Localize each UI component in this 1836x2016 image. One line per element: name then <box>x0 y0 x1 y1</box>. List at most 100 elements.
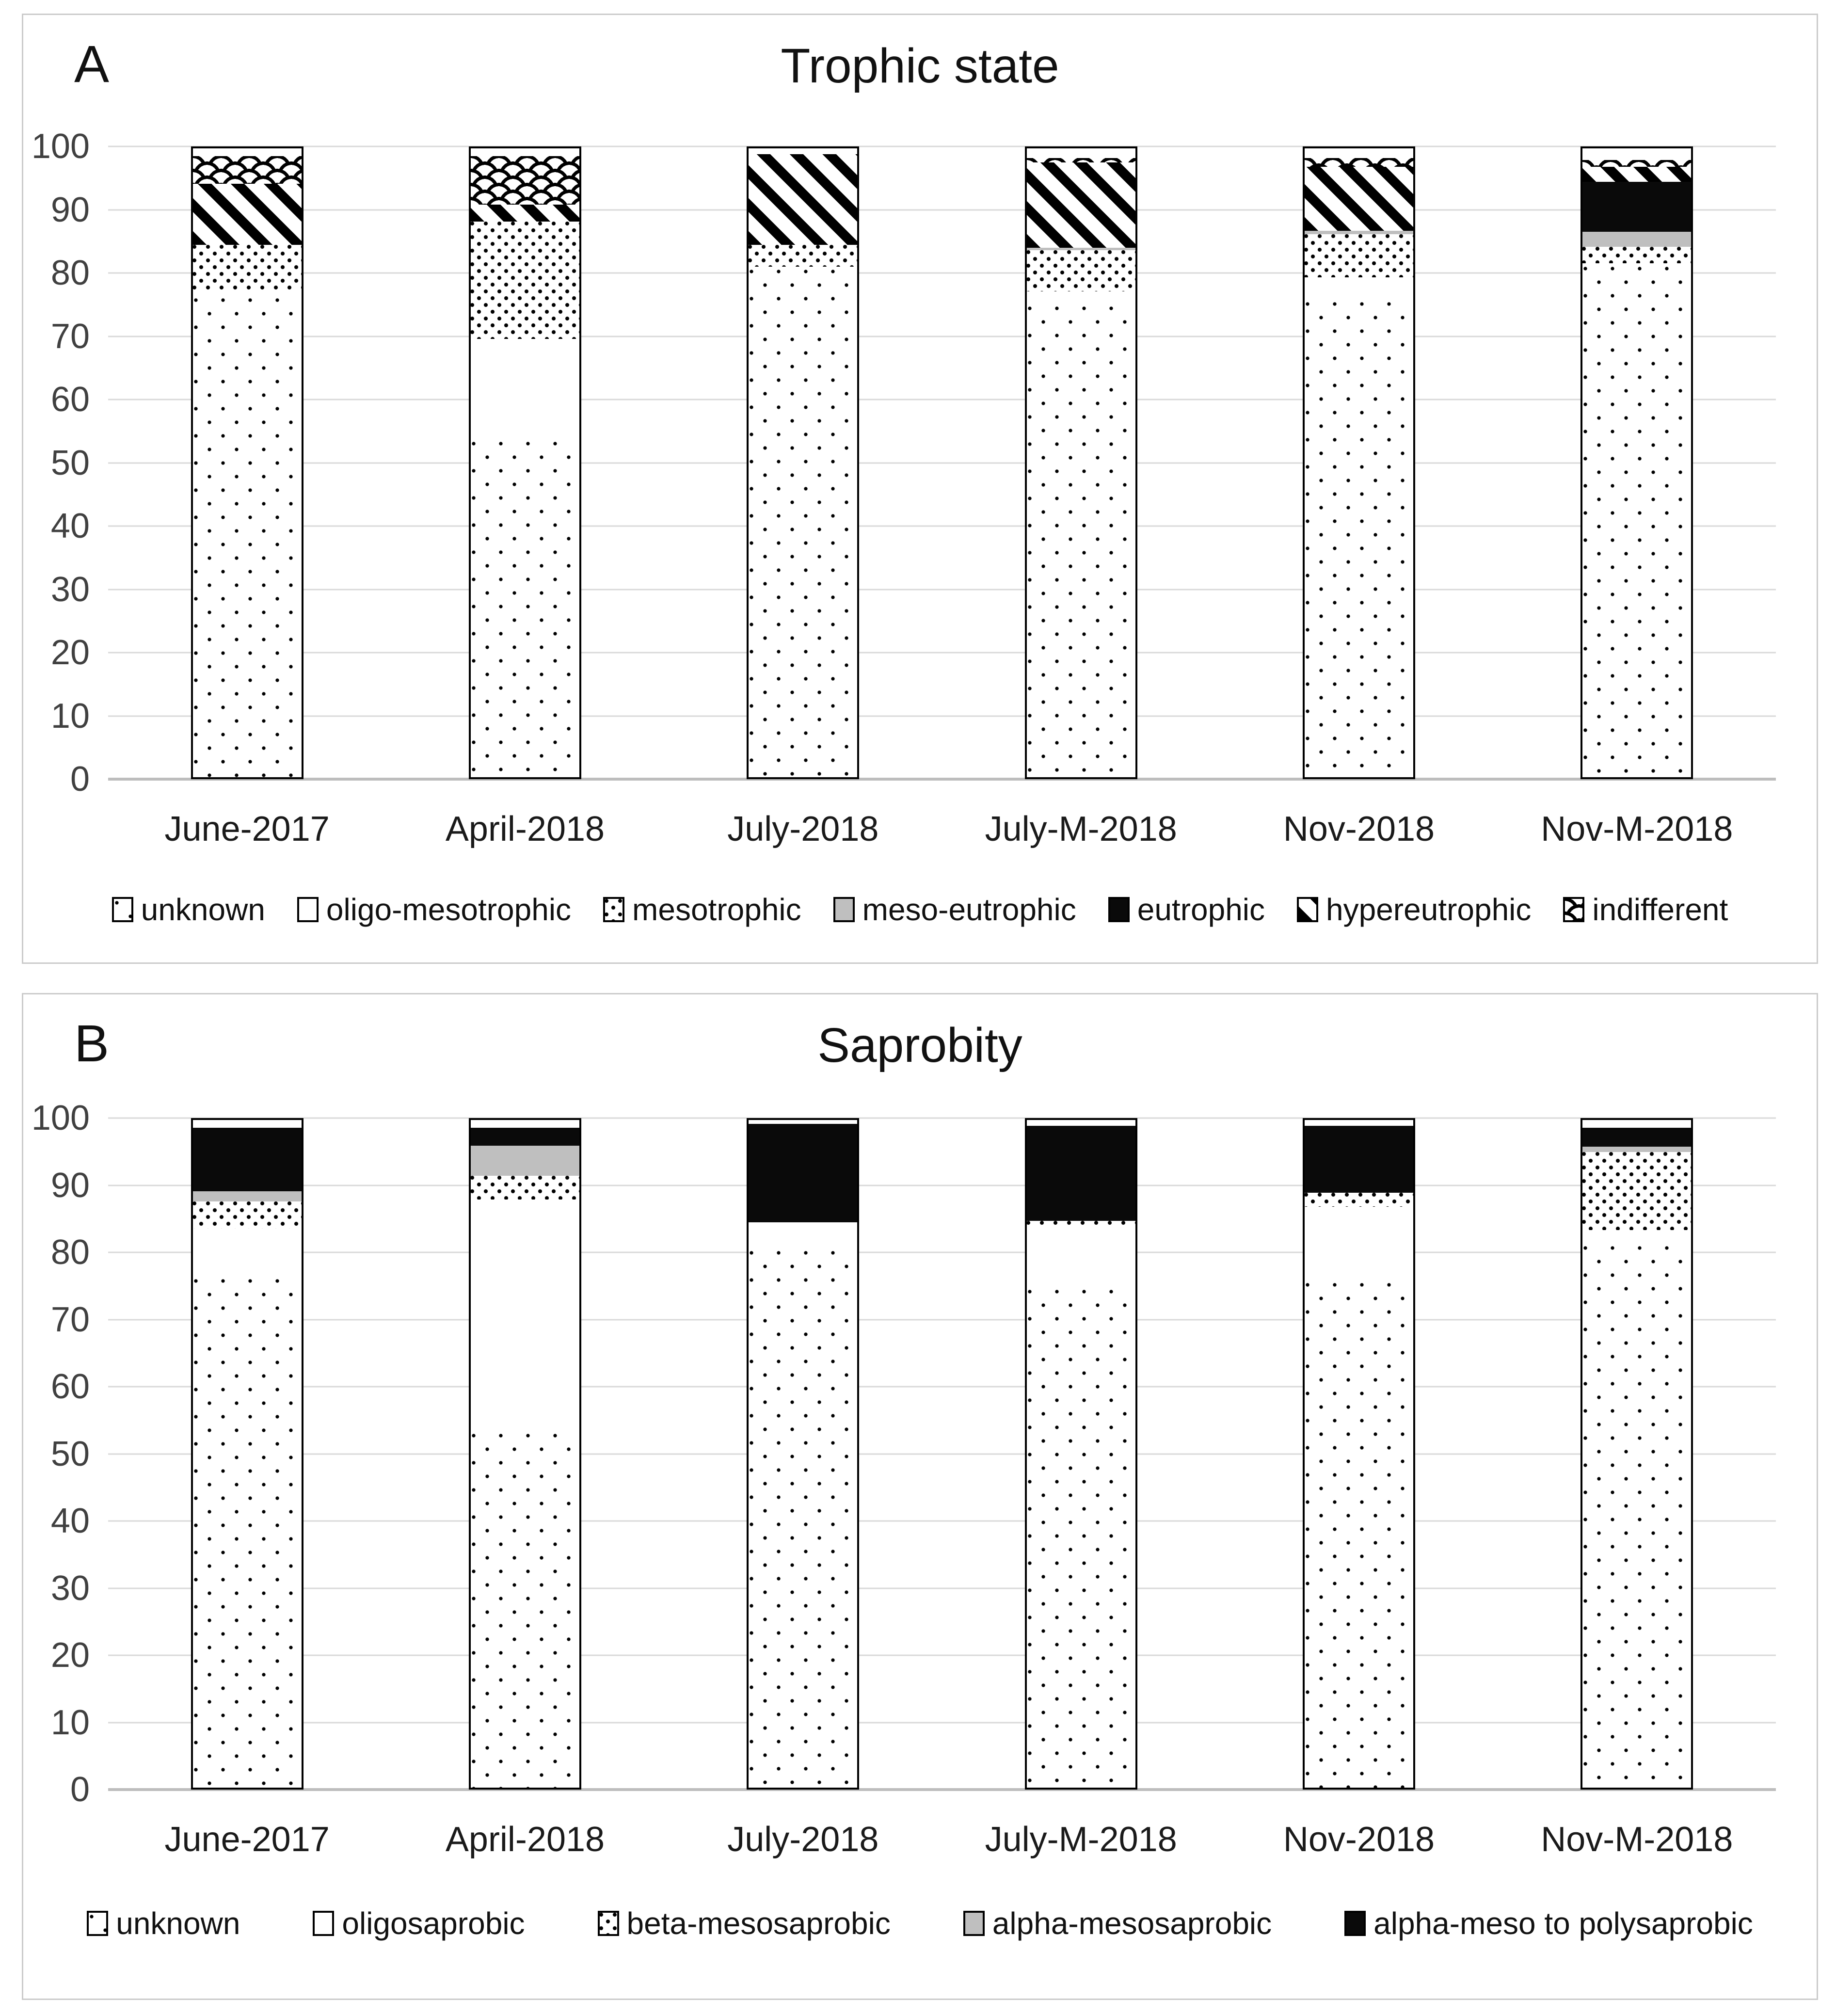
y-tick-label: 60 <box>50 380 90 419</box>
gridline <box>108 589 1776 590</box>
gridline <box>108 1788 1776 1791</box>
y-tick-label: 50 <box>50 1434 90 1473</box>
chart-title-trophic-state: Trophic state <box>781 39 1059 93</box>
bar-segment-dots-sparse <box>470 1432 579 1788</box>
gridline <box>108 1587 1776 1589</box>
legend-item: oligo-mesotrophic <box>297 892 571 928</box>
stacked-bar <box>191 146 303 779</box>
y-tick-label: 80 <box>50 1233 90 1272</box>
legend: unknown oligo-mesotrophic mesotrophic meso-… <box>38 892 1802 928</box>
legend-swatch-dots-sparse <box>87 1911 109 1936</box>
x-axis-label: April-2018 <box>445 810 605 848</box>
bar-segment-dots-sparse <box>470 439 579 777</box>
bar-slot <box>664 146 942 779</box>
stacked-bar <box>191 1118 303 1790</box>
bar-segment-dots-dense <box>1582 246 1692 266</box>
y-tick-label: 40 <box>50 507 90 545</box>
bar-segment-solid-black <box>1026 1126 1135 1223</box>
x-axis-label: Nov-M-2018 <box>1541 810 1733 848</box>
y-tick-label: 0 <box>70 760 90 799</box>
panel-trophic-state: A Trophic state 0 10 20 30 40 50 60 70 80 90 100 Ju… <box>22 14 1818 964</box>
bar-segment-diagonal-stripes <box>192 183 302 247</box>
panel-letter-a: A <box>74 34 110 93</box>
bar-slot <box>942 1118 1220 1790</box>
y-tick-label: 80 <box>50 254 90 292</box>
bar-segment-dots-dense <box>470 1176 579 1201</box>
y-tick-label: 50 <box>50 443 90 482</box>
gridline <box>108 525 1776 527</box>
legend-swatch-solid-gray <box>963 1911 985 1936</box>
y-tick-label: 20 <box>50 1636 90 1675</box>
gridline <box>108 209 1776 210</box>
panel-saprobity: B Saprobity 0 10 20 30 40 50 60 70 80 90 100 June-2… <box>22 993 1818 2000</box>
bar-slot <box>108 1118 386 1790</box>
y-tick-label: 40 <box>50 1502 90 1540</box>
y-tick-label: 90 <box>50 190 90 229</box>
legend-item: hypereutrophic <box>1297 892 1531 928</box>
legend-label: hypereutrophic <box>1326 892 1532 927</box>
legend-swatch-diagonal-stripes <box>1297 897 1318 922</box>
x-axis-label: Nov-M-2018 <box>1541 1820 1733 1859</box>
bar-segment-diagonal-stripes <box>749 154 858 247</box>
bar-segment-dots-dense <box>1026 250 1135 293</box>
bar-slot <box>386 146 664 779</box>
x-axis-label: June-2017 <box>164 810 330 848</box>
legend-item: unknown <box>112 892 265 928</box>
legend-label: beta-mesosaprobic <box>626 1906 891 1941</box>
bar-segment-plain-white <box>192 1229 302 1279</box>
bar-segment-dots-dense <box>749 244 858 269</box>
bar-segment-diagonal-stripes <box>1304 167 1413 233</box>
stacked-bar <box>747 146 860 779</box>
gridline <box>108 462 1776 464</box>
x-axis-label: June-2017 <box>164 1820 330 1859</box>
bar-segment-plain-white <box>1026 1225 1135 1290</box>
y-tick-label: 90 <box>50 1166 90 1205</box>
gridline <box>108 336 1776 337</box>
bar-segment-diagonal-stripes <box>1026 162 1135 250</box>
panel-letter-b: B <box>74 1014 110 1072</box>
legend-label: mesotrophic <box>632 892 801 927</box>
bar-segment-plain-white <box>470 339 579 442</box>
gridline <box>108 399 1776 400</box>
legend-swatch-solid-black <box>1108 897 1130 922</box>
bar-slot <box>1498 146 1776 779</box>
legend: unknown oligosaprobic beta-mesosaprobic alp… <box>38 1905 1802 1941</box>
x-axis-label: Nov-2018 <box>1283 810 1435 848</box>
legend-item: unknown <box>87 1905 240 1941</box>
y-tick-label: 10 <box>50 696 90 736</box>
bar-segment-dots-sparse <box>1026 1287 1135 1788</box>
bar-segment-solid-gray <box>470 1146 579 1178</box>
bar-segment-solid-gray <box>1582 231 1692 249</box>
legend-label: oligosaprobic <box>342 1906 525 1941</box>
bar-segment-dots-sparse <box>1304 300 1413 777</box>
gridline <box>108 1453 1776 1455</box>
bar-segment-dots-dense <box>1304 234 1413 279</box>
gridline <box>108 1184 1776 1186</box>
legend-swatch-solid-black <box>1344 1911 1366 1936</box>
legend-item: oligosaprobic <box>313 1905 525 1941</box>
bar-segment-solid-black <box>1582 182 1692 234</box>
stacked-bar <box>1302 1118 1415 1790</box>
legend-label: eutrophic <box>1137 892 1265 927</box>
legend-swatch-fish-scales <box>1563 897 1585 922</box>
chart-title-saprobity: Saprobity <box>817 1018 1022 1072</box>
bar-segment-plain-white <box>749 1222 858 1251</box>
bar-segment-dots-sparse <box>749 268 858 777</box>
legend-item: mesotrophic <box>603 892 801 928</box>
stacked-bar <box>747 1118 860 1790</box>
stacked-bar <box>1302 146 1415 779</box>
bar-segment-plain-white <box>470 1199 579 1434</box>
stacked-bar <box>468 1118 581 1790</box>
legend-label: unknown <box>116 1906 240 1941</box>
bar-segment-dots-dense <box>192 1201 302 1231</box>
gridline <box>108 652 1776 654</box>
gridline <box>108 1386 1776 1388</box>
x-axis-label: April-2018 <box>445 1820 605 1859</box>
bar-slot <box>1498 1118 1776 1790</box>
legend-item: eutrophic <box>1108 892 1265 928</box>
legend-item: beta-mesosaprobic <box>597 1905 891 1941</box>
stacked-bar <box>1024 1118 1137 1790</box>
bar-segment-dots-dense <box>192 244 302 294</box>
gridline <box>108 1251 1776 1253</box>
y-tick-label: 10 <box>50 1703 90 1742</box>
